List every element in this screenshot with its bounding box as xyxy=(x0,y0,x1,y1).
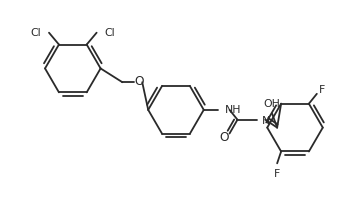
Text: NH: NH xyxy=(225,105,241,115)
Text: O: O xyxy=(135,75,144,88)
Text: F: F xyxy=(274,169,280,179)
Text: OH: OH xyxy=(264,99,280,109)
Text: F: F xyxy=(319,85,325,95)
Text: N: N xyxy=(262,116,270,126)
Text: Cl: Cl xyxy=(30,28,41,38)
Text: Cl: Cl xyxy=(105,28,115,38)
Text: O: O xyxy=(220,131,229,144)
